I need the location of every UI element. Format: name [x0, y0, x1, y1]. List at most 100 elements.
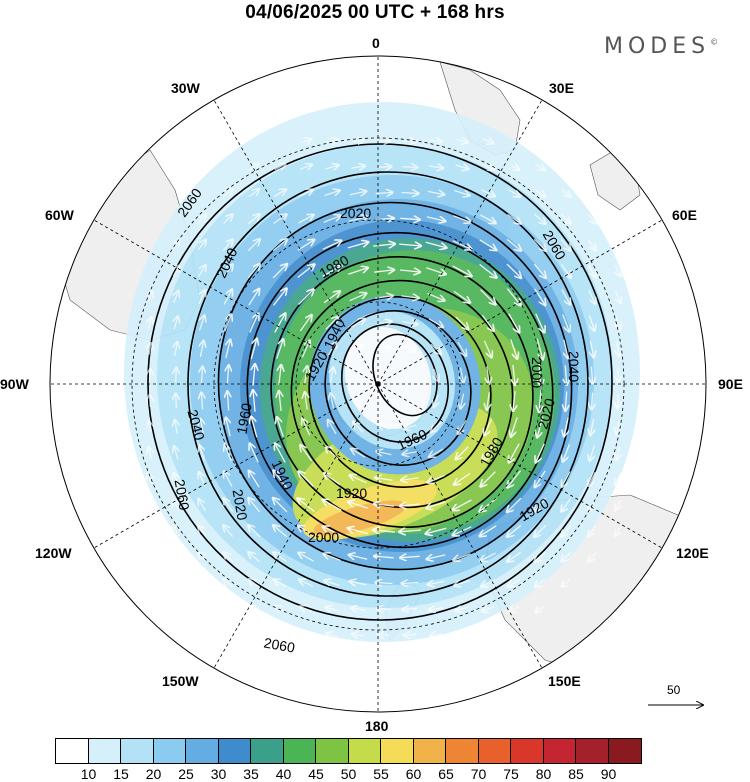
wind-vector-arrow: [483, 340, 491, 358]
colorbar-cell: [413, 739, 446, 763]
wind-vector-arrow: [561, 188, 571, 197]
wind-vector-arrow: [325, 165, 339, 169]
wind-vector-arrow: [274, 164, 285, 170]
wind-vector-arrow: [377, 141, 390, 142]
wind-vector-arrow: [480, 214, 495, 223]
wind-vector-arrow: [454, 191, 469, 196]
wind-vector-arrow: [507, 188, 520, 196]
wind-vector-arrow: [534, 524, 547, 536]
colorbar-tick-label: 75: [503, 766, 519, 782]
lon-label-90e: 90E: [718, 376, 743, 392]
wind-vector-arrow: [508, 313, 519, 333]
wind-vector-arrow: [455, 165, 469, 169]
wind-vector-arrow: [481, 314, 493, 331]
wind-vector-arrow: [535, 606, 546, 612]
wind-vector-arrow: [511, 417, 518, 436]
colorbar-cell: [576, 739, 609, 763]
wind-vector-arrow: [616, 472, 621, 485]
wind-vector-arrow: [197, 215, 206, 224]
wind-vector-arrow: [618, 393, 619, 408]
wind-vector-arrow: [272, 289, 287, 306]
wind-vector-arrow: [352, 344, 363, 355]
meridian-line: [213, 99, 379, 385]
wind-vector-arrow: [225, 445, 232, 462]
wind-vector-arrow: [534, 164, 545, 170]
wind-vector-arrow: [299, 165, 312, 170]
wind-vector-arrow: [539, 364, 541, 386]
wind-vector-arrow: [513, 365, 515, 385]
contour-1920: [324, 310, 472, 466]
wind-vector-arrow: [248, 498, 261, 513]
wind-vector-arrow: [617, 419, 619, 434]
wind-vector-arrow: [481, 165, 494, 170]
wind-vector-arrow: [356, 369, 360, 382]
wind-vector-arrow: [617, 341, 619, 356]
map-border: [49, 55, 707, 713]
wind-vector-arrow: [274, 579, 287, 588]
meridian-line: [377, 219, 663, 385]
wind-vector-arrow: [481, 579, 496, 586]
wind-vector-arrow: [273, 525, 288, 538]
colorbar-cell: [283, 739, 316, 763]
wind-vector-arrow: [373, 530, 395, 532]
wind-vector-arrow: [587, 264, 595, 277]
wind-vector-arrow: [348, 502, 368, 509]
wind-vector-arrow: [324, 554, 341, 561]
wind-vector-arrow: [402, 322, 418, 325]
wind-vector-arrow: [174, 317, 178, 330]
wind-vector-arrow: [533, 238, 546, 250]
wind-vectors: [148, 139, 621, 637]
wind-vector-arrow: [149, 317, 152, 329]
wind-vector-arrow: [618, 367, 619, 382]
colorbar: [55, 738, 642, 764]
wind-vector-arrow: [200, 419, 203, 436]
wind-vector-arrow: [535, 313, 545, 333]
wind-vector-arrow: [539, 390, 541, 412]
wind-vector-arrow: [589, 471, 596, 486]
wind-vector-arrow: [588, 552, 597, 562]
colorbar-tick-label: 85: [568, 766, 584, 782]
wind-vector-arrow: [507, 213, 520, 224]
contour-label: 2000: [308, 529, 339, 545]
wind-vector-arrow: [536, 338, 543, 360]
wind-vector-arrow: [273, 189, 286, 198]
meridian-line: [377, 383, 543, 669]
wind-vector-arrow: [272, 264, 287, 279]
wind-vector-arrow: [428, 474, 445, 483]
colorbar-tick-label: 55: [373, 766, 389, 782]
wind-vector-arrow: [591, 392, 592, 410]
colorbar-cell: [251, 739, 284, 763]
colorbar-cell: [608, 739, 641, 763]
wind-vector-arrow: [536, 443, 545, 463]
wind-vector-arrow: [197, 265, 206, 278]
wind-vector-arrow: [430, 140, 442, 142]
wind-vector-arrow: [376, 167, 391, 168]
wind-vector-arrow: [222, 240, 232, 251]
wind-vector-arrow: [480, 552, 496, 561]
wind-vector-arrow: [434, 368, 438, 381]
wind-vector-arrow: [479, 239, 496, 250]
wind-vector-arrow: [325, 317, 338, 330]
colorbar-cell: [446, 739, 479, 763]
wind-vector-arrow: [455, 316, 468, 329]
wind-vector-arrow: [461, 393, 464, 409]
wind-vector-arrow: [248, 214, 260, 225]
wind-vector-arrow: [403, 347, 416, 351]
wind-vector-arrow: [562, 552, 571, 562]
wind-vector-arrow: [173, 266, 178, 277]
wind-vector-arrow: [174, 291, 179, 304]
wind-vector-arrow: [564, 417, 568, 436]
wind-vector-arrow: [349, 293, 367, 302]
wind-vector-arrow: [534, 213, 546, 223]
contour-1980: [270, 256, 534, 528]
wind-vector-arrow: [298, 499, 315, 513]
wind-vector-arrow: [403, 452, 418, 455]
wind-vector-arrow: [588, 289, 595, 304]
wind-vector-arrow: [401, 478, 419, 480]
wind-vector-arrow: [249, 579, 260, 588]
wind-vector-arrow: [615, 499, 621, 510]
wind-vector-arrow: [274, 314, 285, 333]
wind-vector-arrow: [426, 217, 445, 221]
meridian-line: [377, 99, 543, 385]
colorbar-tick-label: 35: [243, 766, 259, 782]
